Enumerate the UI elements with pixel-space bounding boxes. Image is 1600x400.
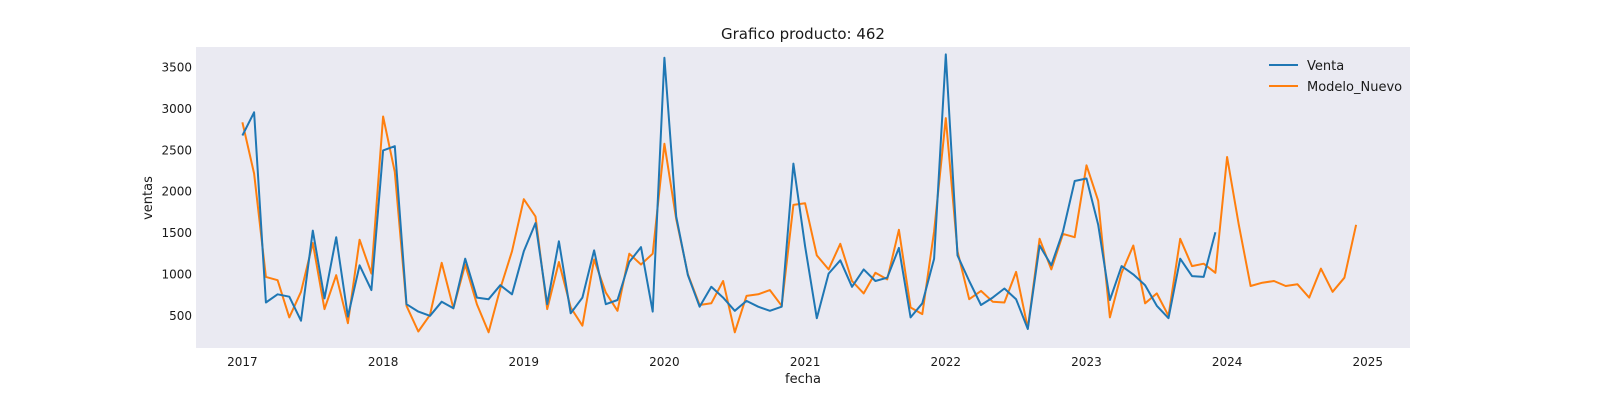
y-tick-label: 2500 xyxy=(161,143,192,157)
legend-label-modelo-nuevo: Modelo_Nuevo xyxy=(1307,80,1402,95)
y-tick-label: 3500 xyxy=(161,61,192,75)
legend: Venta Modelo_Nuevo xyxy=(1269,59,1402,95)
x-tick-label: 2023 xyxy=(1071,355,1102,369)
y-tick-label: 2000 xyxy=(161,185,192,199)
chart-title: Grafico producto: 462 xyxy=(721,25,885,43)
series-layer xyxy=(241,53,1358,334)
x-tick-label: 2024 xyxy=(1212,355,1243,369)
y-tick-label: 500 xyxy=(169,309,192,323)
plot-area xyxy=(196,47,1410,348)
y-tick-label: 3000 xyxy=(161,102,192,116)
y-axis-label: ventas xyxy=(141,176,156,220)
x-tick-label: 2025 xyxy=(1353,355,1384,369)
x-tick-label: 2020 xyxy=(649,355,680,369)
legend-label-venta: Venta xyxy=(1307,59,1344,74)
x-tick-label: 2019 xyxy=(508,355,539,369)
y-tick-label: 1000 xyxy=(161,267,192,281)
x-axis-label: fecha xyxy=(785,372,821,387)
x-tick-label: 2021 xyxy=(790,355,821,369)
series-line-venta xyxy=(241,53,1217,330)
x-tick-label: 2017 xyxy=(227,355,258,369)
x-tick-label: 2018 xyxy=(368,355,399,369)
y-tick-label: 1500 xyxy=(161,226,192,240)
x-tick-label: 2022 xyxy=(931,355,962,369)
y-axis: 500 1000 1500 2000 2500 3000 3500 xyxy=(161,61,192,323)
x-axis: 2017 2018 2019 2020 2021 2022 2023 2024 2025 xyxy=(227,355,1383,369)
